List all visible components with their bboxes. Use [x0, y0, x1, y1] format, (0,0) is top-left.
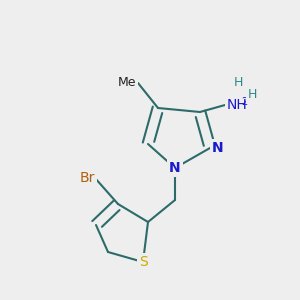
Text: H: H: [247, 88, 257, 101]
Text: 2: 2: [241, 97, 247, 107]
Text: Me: Me: [118, 76, 136, 89]
Text: H: H: [233, 76, 243, 88]
Text: S: S: [139, 255, 147, 269]
Text: N: N: [212, 141, 224, 155]
Text: N: N: [169, 161, 181, 175]
Text: NH: NH: [227, 98, 248, 112]
Text: Br: Br: [80, 171, 95, 185]
